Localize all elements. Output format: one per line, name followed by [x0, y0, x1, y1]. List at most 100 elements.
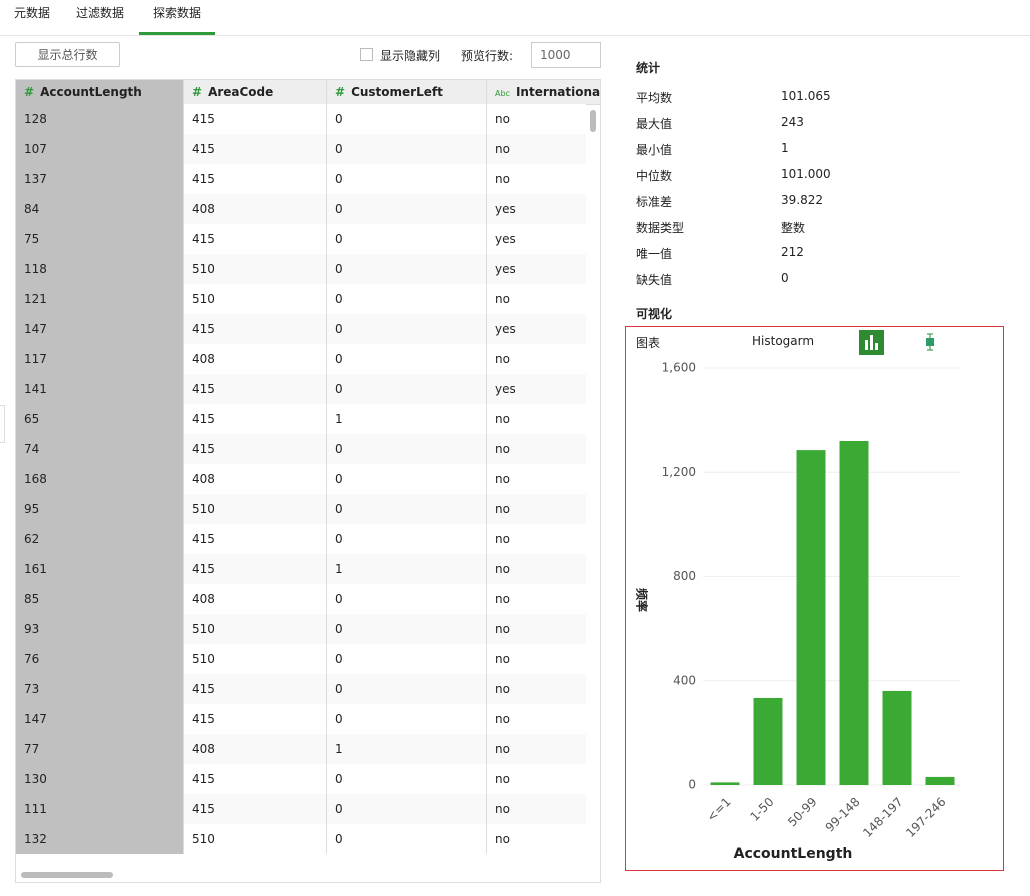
- table-cell: yes: [487, 254, 586, 284]
- stat-value: 101.000: [781, 167, 831, 181]
- table-cell: 141: [16, 374, 184, 404]
- bar: [753, 697, 783, 785]
- stat-label: 标准差: [636, 195, 673, 209]
- y-tick-label: 800: [673, 569, 696, 583]
- table-cell: 1: [327, 734, 487, 764]
- table-cell: no: [487, 284, 586, 314]
- table-cell: no: [487, 704, 586, 734]
- side-handle[interactable]: [0, 405, 5, 443]
- y-tick-label: 0: [688, 778, 696, 792]
- table-cell: no: [487, 764, 586, 794]
- stat-value: 0: [781, 271, 789, 285]
- table-cell: 77: [16, 734, 184, 764]
- table-cell: no: [487, 794, 586, 824]
- table-cell: 168: [16, 464, 184, 494]
- table-cell: 415: [184, 764, 327, 794]
- table-cell: 0: [327, 824, 487, 854]
- chart: AccountLength 频率 0 400 800 1,200 1,600 <=1 1-5…: [635, 361, 960, 862]
- table-cell: 510: [184, 284, 327, 314]
- column-header: # CustomerLeft: [327, 80, 487, 104]
- stat-value: 212: [781, 245, 804, 259]
- column-name: AccountLength: [40, 85, 142, 99]
- table-cell: yes: [487, 194, 586, 224]
- table-cell: 0: [327, 284, 487, 314]
- stat-value: 243: [781, 115, 804, 129]
- stats-title: 统计: [636, 61, 661, 75]
- table-cell: no: [487, 824, 586, 854]
- table-cell: 0: [327, 614, 487, 644]
- table-cell: 408: [184, 194, 327, 224]
- tab[interactable]: 元数据: [14, 6, 51, 20]
- tab[interactable]: 过滤数据: [76, 6, 125, 20]
- table-cell: 0: [327, 194, 487, 224]
- table-cell: 118: [16, 254, 184, 284]
- boxplot-icon[interactable]: [924, 333, 936, 351]
- table-cell: 0: [327, 644, 487, 674]
- x-tick-label: 99-148: [823, 795, 863, 835]
- x-tick-label: 50-99: [785, 795, 820, 830]
- y-tick-label: 1,600: [662, 361, 696, 375]
- preview-input[interactable]: 1000: [531, 42, 601, 68]
- table-cell: 415: [184, 434, 327, 464]
- table-cell: 415: [184, 134, 327, 164]
- table-cell: 415: [184, 314, 327, 344]
- table: # AccountLength # AreaCode # CustomerLeft Abc I…: [15, 79, 601, 883]
- table-cell: no: [487, 584, 586, 614]
- tab[interactable]: 探索数据: [139, 0, 216, 35]
- table-cell: 1: [327, 404, 487, 434]
- stat-label: 数据类型: [636, 221, 685, 235]
- x-axis-title: AccountLength: [734, 846, 853, 862]
- column-name: CustomerLeft: [351, 85, 443, 99]
- type-icon: Abc: [495, 89, 510, 98]
- table-cell: yes: [487, 374, 586, 404]
- table-cell: 0: [327, 104, 487, 134]
- table-cell: 130: [16, 764, 184, 794]
- table-cell: 0: [327, 584, 487, 614]
- table-cell: 128: [16, 104, 184, 134]
- tab-divider: [0, 35, 1030, 36]
- histogram-icon[interactable]: [859, 330, 884, 355]
- type-icon: #: [24, 85, 35, 99]
- table-cell: 93: [16, 614, 184, 644]
- h-scrollbar[interactable]: [21, 872, 113, 878]
- stat-label: 唯一值: [636, 247, 673, 261]
- table-cell: no: [487, 464, 586, 494]
- table-cell: 0: [327, 764, 487, 794]
- stat-value: 1: [781, 141, 789, 155]
- table-cell: 0: [327, 314, 487, 344]
- table-cell: 510: [184, 494, 327, 524]
- table-cell: 0: [327, 254, 487, 284]
- v-scrollbar[interactable]: [590, 110, 596, 132]
- table-cell: 111: [16, 794, 184, 824]
- chart-label: 图表: [636, 336, 661, 350]
- table-cell: 73: [16, 674, 184, 704]
- column-header: Abc InternationalPlan: [487, 80, 601, 104]
- table-cell: 0: [327, 704, 487, 734]
- table-body: 128 415 0 no 107 415 0 no 137 415 0 no 84 408 0 yes 75 41…: [16, 104, 586, 867]
- table-cell: no: [487, 674, 586, 704]
- checkbox[interactable]: [360, 48, 373, 61]
- table-cell: 415: [184, 224, 327, 254]
- table-cell: no: [487, 344, 586, 374]
- show-rows-button[interactable]: 显示总行数: [15, 42, 120, 67]
- stat-value: 101.065: [781, 89, 831, 103]
- table-cell: 0: [327, 224, 487, 254]
- table-cell: 147: [16, 704, 184, 734]
- x-tick-label: 1-50: [747, 795, 776, 824]
- table-cell: 0: [327, 524, 487, 554]
- type-icon: #: [192, 85, 203, 99]
- viz-title: 可视化: [636, 307, 673, 321]
- table-cell: 415: [184, 794, 327, 824]
- bar: [839, 440, 869, 785]
- table-cell: 75: [16, 224, 184, 254]
- table-cell: no: [487, 644, 586, 674]
- column-name: InternationalPlan: [515, 85, 601, 99]
- table-cell: 84: [16, 194, 184, 224]
- table-cell: 510: [184, 254, 327, 284]
- table-cell: 510: [184, 614, 327, 644]
- chart-frame: [625, 326, 1004, 871]
- stat-value: 整数: [781, 221, 806, 235]
- table-cell: no: [487, 554, 586, 584]
- table-cell: 0: [327, 374, 487, 404]
